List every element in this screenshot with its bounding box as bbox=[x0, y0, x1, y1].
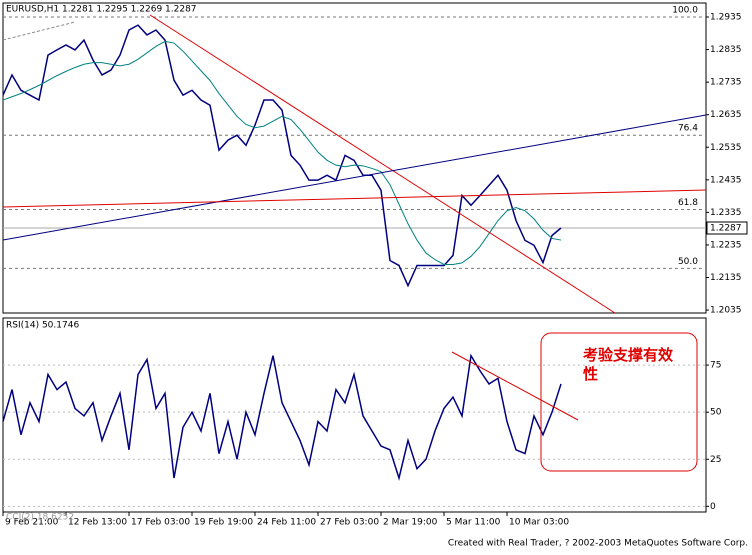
y-tick-label: 1.2635 bbox=[710, 110, 742, 120]
trend-line bbox=[2, 114, 707, 241]
marks: 1.2935 1.2835 1.2735 1.2635 1.2535 1.2435 1.23… bbox=[2, 6, 748, 528]
y-tick-label: 0 bbox=[710, 502, 716, 512]
series-line bbox=[2, 353, 562, 481]
footer: Created with Real Trader, ? 2002-2003 Me… bbox=[448, 539, 748, 549]
rsi-title: RSI(14) 50.1746 bbox=[6, 321, 79, 331]
y-tick-label: 75 bbox=[710, 361, 721, 371]
price-label: 1.2287 bbox=[710, 224, 742, 234]
x-tick-label: 2 Mar 19:00 bbox=[383, 518, 438, 528]
y-tick-label: 25 bbox=[710, 455, 721, 465]
annotation-text: 考验支撑有效性 bbox=[583, 346, 674, 383]
y-tick-label: 1.2735 bbox=[710, 78, 742, 88]
trend-line bbox=[149, 14, 616, 314]
y-tick-label: 1.2835 bbox=[710, 45, 742, 55]
fib-label: 50.0 bbox=[678, 257, 698, 267]
x-tick-label: 12 Feb 13:00 bbox=[68, 518, 127, 528]
series-line bbox=[2, 24, 562, 288]
fib-label: 100.0 bbox=[672, 6, 698, 16]
x-tick-label: 24 Feb 11:00 bbox=[257, 518, 316, 528]
annotation-box bbox=[540, 332, 698, 472]
trend-line bbox=[2, 21, 76, 41]
x-tick-label: 9 Feb 21:00 bbox=[5, 518, 59, 528]
chart-title: EURUSD,H1 1.2281 1.2295 1.2269 1.2287 bbox=[6, 5, 197, 15]
y-tick-label: 1.2135 bbox=[710, 273, 742, 283]
indicator-label: CCI(2) 18.6252 bbox=[6, 513, 74, 523]
y-tick-label: 1.2035 bbox=[710, 306, 742, 316]
y-tick-label: 50 bbox=[710, 408, 722, 418]
y-tick-label: 1.2335 bbox=[710, 208, 742, 218]
x-tick-label: 17 Feb 03:00 bbox=[131, 518, 190, 528]
x-tick-label: 19 Feb 19:00 bbox=[194, 518, 253, 528]
price-box bbox=[706, 221, 748, 235]
fib-label: 76.4 bbox=[678, 124, 698, 134]
trend-line bbox=[451, 351, 579, 421]
y-tick-label: 1.2935 bbox=[710, 13, 742, 23]
x-tick-label: 27 Feb 03:00 bbox=[320, 518, 379, 528]
fib-label: 61.8 bbox=[678, 198, 698, 208]
y-tick-label: 1.2235 bbox=[710, 240, 742, 250]
annotation: 考验支撑有效性 bbox=[583, 346, 674, 383]
x-tick-label: 5 Mar 11:00 bbox=[446, 518, 501, 528]
rsi-panel bbox=[2, 317, 707, 513]
price-panel bbox=[2, 2, 707, 314]
x-tick-label: 10 Mar 03:00 bbox=[509, 518, 569, 528]
series-line bbox=[2, 40, 562, 265]
y-tick-label: 1.2435 bbox=[710, 175, 742, 185]
trend-line bbox=[2, 189, 707, 208]
y-tick-label: 1.2535 bbox=[710, 143, 742, 153]
